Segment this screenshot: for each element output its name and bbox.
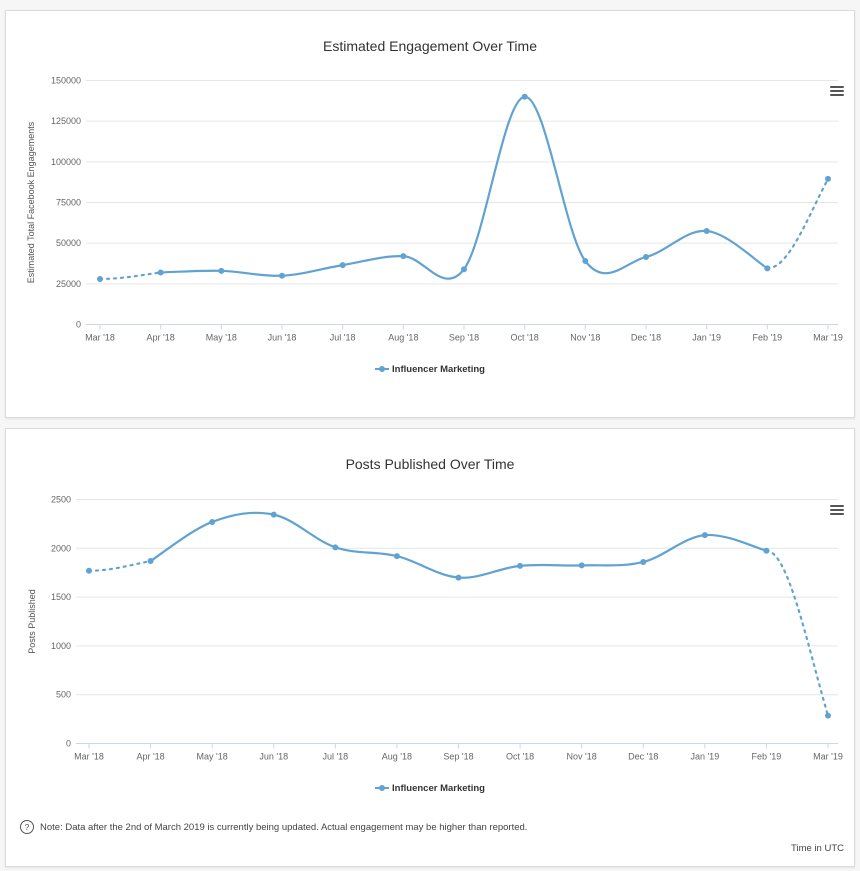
series-line [149, 511, 767, 579]
chart-title: Posts Published Over Time [345, 456, 515, 472]
x-tick-label: Sep '18 [449, 333, 479, 343]
y-tick-label: 150000 [51, 76, 81, 86]
x-tick-label: Nov '18 [570, 333, 600, 343]
x-tick-label: Sep '18 [443, 752, 473, 762]
data-point [147, 557, 154, 564]
data-point [279, 272, 285, 279]
y-tick-label: 2000 [51, 543, 71, 553]
data-point [582, 258, 589, 265]
legend-label: Influencer Marketing [392, 364, 485, 375]
y-tick-label: 2500 [51, 495, 71, 505]
data-point [517, 562, 524, 569]
data-point [701, 532, 708, 539]
hamburger-menu-icon[interactable] [830, 86, 844, 98]
question-circle-icon: ? [20, 820, 34, 834]
x-tick-label: Feb '19 [752, 752, 782, 762]
series-line-dotted [87, 559, 152, 572]
data-point [86, 567, 92, 574]
data-point [218, 267, 225, 274]
y-axis-title: Posts Published [27, 589, 37, 654]
data-point [400, 253, 407, 260]
data-point [825, 175, 831, 182]
y-tick-label: 50000 [56, 238, 81, 248]
series-line-dotted [98, 271, 162, 281]
x-tick-label: Oct '18 [511, 333, 539, 343]
data-point [455, 574, 462, 581]
posts-chart-plot: 0 500 1000 1500 2000 2500 Mar '18 Apr '18 May '1… [27, 495, 843, 762]
data-point [461, 266, 467, 273]
x-tick-label: Jul '18 [322, 752, 348, 762]
x-tick-label: Feb '19 [752, 333, 782, 343]
y-tick-label: 1000 [51, 641, 71, 651]
series-line-dotted [766, 177, 830, 270]
x-tick-label: Oct '18 [506, 752, 534, 762]
x-tick-label: May '18 [206, 333, 237, 343]
x-tick-label: Mar '18 [74, 752, 104, 762]
y-tick-label: 1500 [51, 592, 71, 602]
x-tick-label: Jan '19 [692, 333, 721, 343]
y-tick-label: 500 [56, 690, 71, 700]
y-tick-label: 0 [66, 739, 71, 749]
y-tick-label: 125000 [51, 116, 81, 126]
data-point [393, 553, 400, 560]
data-note: ? Note: Data after the 2nd of March 2019… [20, 820, 527, 834]
data-point [97, 275, 103, 282]
y-axis-title: Estimated Total Facebook Engagements [26, 121, 36, 283]
engagement-chart-card: Estimated Engagement Over Time 0 25000 500… [5, 10, 855, 418]
series-line-dotted [765, 549, 830, 717]
chart-title: Estimated Engagement Over Time [323, 38, 537, 54]
x-tick-label: Mar '18 [85, 333, 115, 343]
data-point [521, 93, 528, 100]
time-zone-label: Time in UTC [791, 843, 844, 854]
data-point [209, 518, 216, 525]
data-point [640, 558, 647, 565]
data-point [763, 547, 770, 554]
legend-line-icon [375, 365, 390, 373]
data-point [643, 253, 649, 260]
legend-item[interactable]: Influencer Marketing [6, 364, 854, 375]
x-tick-label: Nov '18 [567, 752, 597, 762]
posts-chart-card: Posts Published Over Time 0 500 1000 1500 20… [5, 428, 855, 867]
legend-line-icon [375, 784, 390, 792]
x-tick-label: Apr '18 [136, 752, 164, 762]
y-tick-label: 0 [76, 320, 81, 330]
x-tick-label: Jul '18 [330, 333, 356, 343]
legend-item[interactable]: Influencer Marketing [6, 783, 854, 794]
data-point [270, 511, 277, 518]
x-tick-label: Mar '19 [813, 333, 843, 343]
x-tick-label: Dec '18 [631, 333, 661, 343]
legend-label: Influencer Marketing [392, 783, 485, 794]
x-tick-label: Mar '19 [813, 752, 843, 762]
x-tick-label: Aug '18 [388, 333, 418, 343]
data-point [825, 712, 831, 719]
x-tick-label: Jun '18 [259, 752, 288, 762]
data-point [703, 227, 710, 234]
data-point [764, 265, 771, 272]
engagement-chart-plot: 0 25000 50000 75000 100000 125000 150000 Mar '1… [26, 76, 843, 343]
series-line [160, 95, 768, 280]
y-tick-label: 100000 [51, 157, 81, 167]
data-point [339, 262, 346, 269]
x-tick-label: Aug '18 [382, 752, 412, 762]
x-tick-label: Dec '18 [628, 752, 658, 762]
data-point [578, 562, 585, 569]
hamburger-menu-icon[interactable] [830, 505, 844, 517]
data-point [157, 269, 164, 276]
x-tick-label: Jan '19 [690, 752, 719, 762]
y-tick-label: 25000 [56, 279, 81, 289]
x-tick-label: May '18 [197, 752, 228, 762]
note-text: Note: Data after the 2nd of March 2019 i… [40, 821, 528, 833]
data-point [332, 544, 339, 551]
x-tick-label: Jun '18 [268, 333, 297, 343]
x-tick-label: Apr '18 [147, 333, 175, 343]
y-tick-label: 75000 [56, 198, 81, 208]
